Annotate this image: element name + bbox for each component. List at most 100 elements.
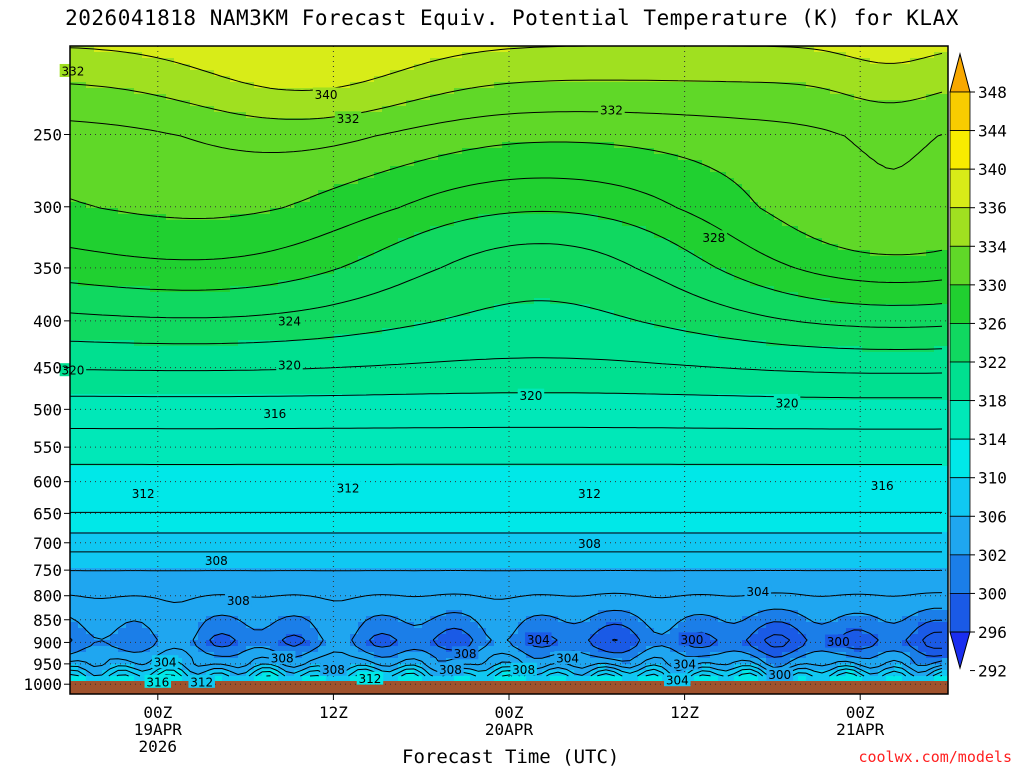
field-cell <box>270 106 279 113</box>
field-cell <box>446 232 455 239</box>
field-cell <box>830 208 839 215</box>
field-cell <box>374 160 383 167</box>
field-cell <box>806 124 815 131</box>
field-cell <box>430 268 439 275</box>
field-cell <box>78 274 87 281</box>
field-cell <box>670 94 679 101</box>
field-cell <box>102 292 111 299</box>
field-cell <box>438 178 447 185</box>
field-cell <box>270 166 279 173</box>
field-cell <box>710 172 719 179</box>
field-cell <box>510 136 519 143</box>
field-cell <box>310 106 319 113</box>
field-cell <box>814 208 823 215</box>
field-cell <box>558 286 567 293</box>
field-cell <box>622 226 631 233</box>
field-cell <box>878 244 887 251</box>
field-cell <box>222 190 231 197</box>
field-cell <box>278 202 287 209</box>
field-cell <box>414 298 423 305</box>
field-cell <box>662 208 671 215</box>
field-cell <box>350 208 359 215</box>
field-cell <box>694 304 703 311</box>
field-cell <box>374 286 383 293</box>
field-cell <box>694 226 703 233</box>
field-cell <box>598 70 607 77</box>
field-cell <box>678 124 687 131</box>
field-cell <box>830 64 839 71</box>
field-cell <box>702 136 711 143</box>
field-cell <box>822 106 831 113</box>
field-cell <box>398 226 407 233</box>
field-cell <box>846 136 855 143</box>
field-cell <box>486 226 495 233</box>
field-cell <box>734 190 743 197</box>
field-cell <box>590 304 599 311</box>
field-cell <box>902 274 911 281</box>
field-cell <box>774 256 783 263</box>
field-cell <box>390 316 399 323</box>
field-cell <box>294 154 303 161</box>
field-cell <box>334 190 343 197</box>
field-cell <box>198 76 207 83</box>
field-cell <box>614 130 623 137</box>
field-cell <box>422 184 431 191</box>
field-cell <box>822 286 831 293</box>
field-cell <box>366 178 375 185</box>
field-cell <box>934 64 943 71</box>
field-cell <box>198 130 207 137</box>
field-cell <box>566 58 575 65</box>
field-cell <box>118 52 127 59</box>
field-cell <box>918 178 927 185</box>
field-cell <box>934 154 943 161</box>
field-cell <box>198 100 207 107</box>
field-cell <box>430 160 439 167</box>
field-cell <box>326 214 335 221</box>
field-cell <box>278 292 287 299</box>
field-cell <box>174 82 183 89</box>
field-cell <box>262 298 271 305</box>
field-cell <box>390 130 399 137</box>
field-cell <box>446 208 455 215</box>
field-cell <box>846 142 855 149</box>
field-cell <box>886 118 895 125</box>
field-cell <box>862 124 871 131</box>
field-cell <box>382 124 391 131</box>
field-cell <box>702 286 711 293</box>
field-cell <box>438 46 447 53</box>
field-cell <box>278 46 287 53</box>
field-cell <box>510 160 519 167</box>
field-cell <box>430 64 439 71</box>
field-cell <box>414 280 423 287</box>
field-cell <box>182 124 191 131</box>
field-cell <box>606 238 615 245</box>
field-cell <box>598 130 607 137</box>
field-cell <box>918 220 927 227</box>
field-cell <box>190 232 199 239</box>
field-cell <box>118 64 127 71</box>
field-cell <box>606 82 615 89</box>
field-cell <box>286 82 295 89</box>
field-cell <box>78 304 87 311</box>
field-cell <box>366 118 375 125</box>
field-cell <box>254 298 263 305</box>
field-cell <box>774 106 783 113</box>
field-cell <box>670 82 679 89</box>
field-cell <box>622 256 631 263</box>
field-cell <box>230 46 239 53</box>
field-cell <box>646 112 655 119</box>
field-cell <box>182 148 191 155</box>
field-cell <box>550 256 559 263</box>
field-cell <box>830 268 839 275</box>
field-cell <box>550 238 559 245</box>
field-cell <box>782 64 791 71</box>
field-cell <box>110 52 119 59</box>
field-cell <box>174 184 183 191</box>
field-cell <box>118 160 127 167</box>
field-cell <box>798 268 807 275</box>
field-cell <box>630 310 639 317</box>
field-cell <box>542 88 551 95</box>
field-cell <box>478 118 487 125</box>
field-cell <box>494 238 503 245</box>
field-cell <box>294 238 303 245</box>
